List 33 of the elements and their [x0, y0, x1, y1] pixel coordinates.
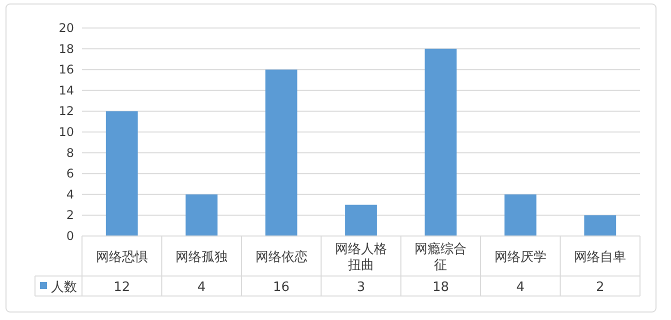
y-tick-label: 12	[58, 104, 74, 118]
data-label: 4	[197, 280, 206, 295]
legend-label: 人数	[51, 280, 77, 295]
x-tick-label: 网络自卑	[574, 250, 626, 265]
data-label: 12	[114, 280, 130, 295]
bar	[424, 48, 457, 236]
data-label: 4	[516, 280, 525, 295]
bar	[584, 215, 616, 236]
x-tick-label: 网络孤独	[176, 250, 228, 265]
x-tick-label: 网络依恋	[255, 249, 308, 265]
bar	[265, 70, 298, 236]
bar	[186, 194, 218, 236]
y-tick-label: 2	[66, 208, 74, 222]
y-tick-label: 0	[66, 229, 74, 243]
data-label: 18	[432, 280, 449, 295]
x-tick-label: 网络人格扭曲	[335, 242, 387, 273]
y-tick-label: 14	[58, 83, 74, 98]
y-tick-label: 16	[58, 62, 74, 77]
y-tick-label: 20	[58, 21, 74, 35]
data-label: 3	[356, 280, 366, 295]
y-tick-label: 4	[66, 187, 74, 202]
y-tick-label: 10	[58, 125, 74, 139]
data-label: 16	[273, 280, 290, 295]
x-tick-label: 网络恐惧	[96, 250, 148, 265]
x-tick-label: 网瘾综合征	[414, 242, 467, 273]
y-tick-label: 8	[66, 146, 74, 160]
x-tick-label: 网络厌学	[494, 250, 546, 265]
y-tick-label: 18	[58, 42, 74, 56]
bar	[504, 194, 536, 236]
bar	[106, 111, 138, 236]
data-label: 2	[596, 280, 604, 295]
y-tick-label: 6	[66, 166, 74, 181]
bar	[345, 204, 377, 236]
